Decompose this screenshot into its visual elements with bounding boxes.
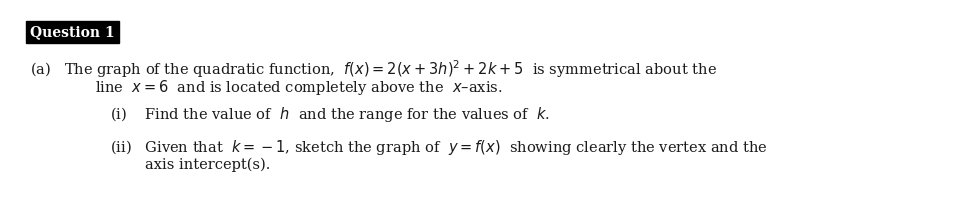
Text: line  $x = 6$  and is located completely above the  $x$–axis.: line $x = 6$ and is located completely a… <box>95 78 502 97</box>
Text: axis intercept(s).: axis intercept(s). <box>145 158 270 172</box>
Text: (ii)   Given that  $k = -1$, sketch the graph of  $y = f(x)$  showing clearly th: (ii) Given that $k = -1$, sketch the gra… <box>110 138 768 157</box>
Text: (a)   The graph of the quadratic function,  $f(x) = 2(x+3h)^{2} + 2k + 5$  is sy: (a) The graph of the quadratic function,… <box>30 58 717 80</box>
Text: Question 1: Question 1 <box>30 25 114 39</box>
Text: (i)    Find the value of  $h$  and the range for the values of  $k$.: (i) Find the value of $h$ and the range … <box>110 105 550 124</box>
